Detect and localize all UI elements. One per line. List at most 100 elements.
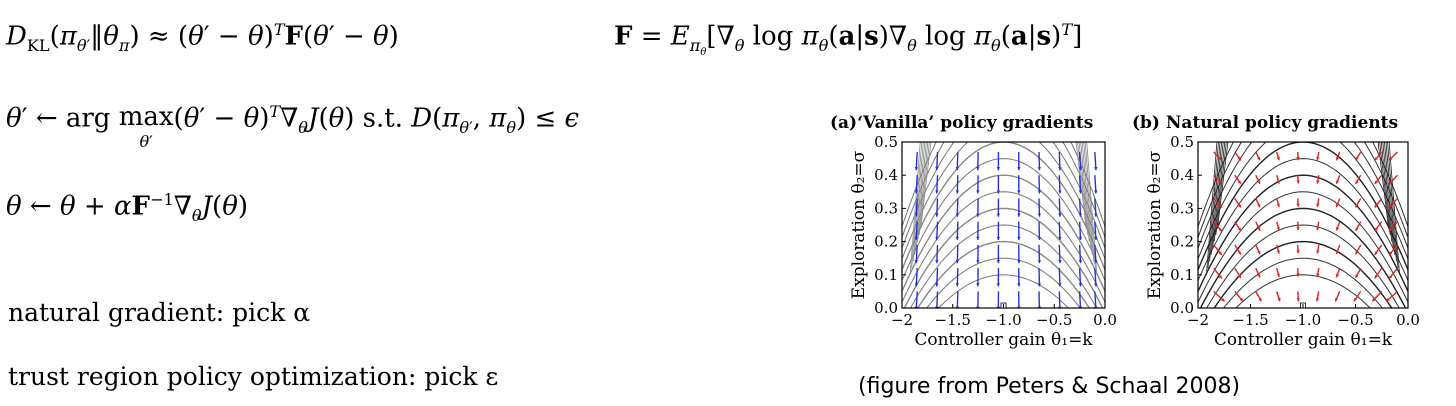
gradient-arrow-head (1239, 297, 1243, 302)
gradient-arrow-head (1315, 298, 1320, 302)
contour-line (1217, 142, 1229, 229)
gradient-arrow-head (1078, 190, 1083, 194)
gradient-arrow-head (1058, 213, 1062, 217)
gradient-arrow-head (1221, 298, 1225, 302)
y-tick-label: 0.4 (874, 166, 898, 184)
contour-line (1215, 142, 1227, 236)
contour-line (1206, 224, 1400, 308)
contour-line (1198, 191, 1408, 303)
gradient-arrow-head (1078, 260, 1083, 264)
plot-area-b (1198, 142, 1408, 308)
gradient-arrow-head (1388, 251, 1393, 256)
gradient-arrow-head (1037, 190, 1042, 194)
gradient-arrow-head (1296, 226, 1300, 231)
contour-line (909, 224, 1098, 308)
x-tick-label: 0.0 (1396, 311, 1420, 329)
gradient-arrow-head (1374, 274, 1378, 279)
gradient-arrow-head (1237, 227, 1241, 232)
contour-line (1198, 142, 1408, 227)
gradient-arrow-head (1276, 226, 1280, 231)
gradient-arrow-head (1276, 156, 1280, 161)
gradient-arrow-head (976, 236, 980, 240)
gradient-arrow-head (1374, 227, 1378, 232)
argmax-update-equation: θ′ ← arg max θ′(θ′ − θ)T∇θJ(θ) s.t. D(πθ′… (6, 102, 580, 151)
contour-line (1210, 142, 1223, 255)
panel-a-title: (a)‘Vanilla’ policy gradients (830, 113, 1093, 133)
gradient-arrow-head (1218, 275, 1222, 279)
gradient-arrow-head (1257, 156, 1261, 161)
gradient-arrow-head (1017, 213, 1021, 217)
contour-line (1083, 142, 1095, 262)
gradient-arrow-head (1316, 273, 1320, 277)
y-tick-label: 0.3 (874, 199, 898, 217)
gradient-arrow-head (976, 167, 980, 171)
contour-line (937, 274, 1070, 308)
kl-divergence-equation: DKL(πθ′‖θπ) ≈ (θ′ − θ)TF(θ′ − θ) (6, 20, 399, 55)
gradient-arrow-head (1037, 260, 1042, 264)
contour-line (1383, 142, 1396, 255)
gradient-arrow-head (1374, 204, 1378, 208)
gradient-arrow-head (976, 190, 980, 194)
gradient-arrow-head (1058, 236, 1062, 240)
x-tick-label: −2 (891, 311, 913, 329)
gradient-arrow-head (914, 260, 919, 264)
gradient-arrow-head (1078, 283, 1083, 287)
gradient-arrow-head (1355, 203, 1359, 208)
gradient-arrow-head (996, 283, 1001, 287)
contour-line (1222, 257, 1384, 308)
gradient-arrow-head (1094, 190, 1098, 194)
contour-line (1078, 142, 1090, 242)
contour-line (916, 240, 1091, 308)
gradient-arrow-head (1296, 203, 1300, 207)
gradient-arrow-head (1058, 190, 1062, 194)
gradient-arrow-head (1296, 157, 1300, 161)
policy-gradient-figure: (a)‘Vanilla’ policy gradients 0.0 0.1 0.2 0… (820, 108, 1420, 382)
gradient-arrow-head (1058, 283, 1062, 287)
gradient-arrow-head (1078, 167, 1083, 171)
contour-line (1206, 142, 1218, 275)
gradient-arrow-head (1336, 156, 1340, 161)
gradient-arrow-head (1316, 180, 1320, 184)
gradient-arrow-head (1374, 251, 1378, 255)
gradient-arrow-head (1017, 167, 1021, 171)
gradient-arrow-head (1237, 274, 1241, 279)
contour-line (1198, 174, 1408, 292)
contour-line (902, 142, 1105, 271)
contour-line (1081, 142, 1093, 255)
gradient-arrow-head (914, 283, 919, 287)
gradient-arrow-head (1296, 273, 1300, 277)
contour-line (1213, 240, 1393, 308)
gradient-arrow-head (1257, 250, 1261, 255)
contour-group (1198, 142, 1408, 308)
x-axis-label: Controller gain θ₁=k (914, 330, 1093, 350)
contour-line (918, 142, 930, 236)
x-tick-label: −1.5 (935, 311, 971, 329)
trpo-note: trust region policy optimization: pick ε (8, 362, 499, 391)
gradient-arrow-head (1078, 236, 1083, 240)
gradient-arrow-head (1335, 180, 1340, 184)
gradient-arrow-head (1276, 250, 1280, 254)
gradient-arrow-head (976, 283, 980, 287)
y-tick-label: 0.1 (874, 266, 898, 284)
contour-line (1198, 158, 1408, 281)
gradient-arrow-head (1316, 203, 1320, 207)
x-axis-label: Controller gain θ₁=k (1214, 330, 1393, 350)
gradient-arrow-head (1218, 180, 1222, 185)
contour-line (1235, 274, 1371, 308)
gradient-arrow-head (1374, 156, 1378, 161)
axes-a: 0.00.10.20.30.40.5−2 −1.5 −1.0 −0.5 0.0Contr… (849, 133, 1117, 350)
gradient-arrow-head (1017, 236, 1021, 240)
gradient-arrow-head (1388, 275, 1393, 279)
contour-line (1377, 142, 1389, 229)
gradient-arrow-head (1258, 297, 1262, 302)
gradient-arrow-head (1094, 167, 1098, 171)
contour-line (1199, 207, 1407, 308)
contour-line (1198, 142, 1408, 249)
contour-line (1075, 142, 1087, 229)
x-tick-label: −0.5 (1036, 311, 1072, 329)
contour-line (1388, 142, 1400, 275)
gradient-arrow-head (1237, 203, 1241, 208)
x-tick-label: −2 (1187, 311, 1209, 329)
gradient-arrow-head (1276, 273, 1280, 278)
x-tick-label: −1.0 (1285, 311, 1321, 329)
